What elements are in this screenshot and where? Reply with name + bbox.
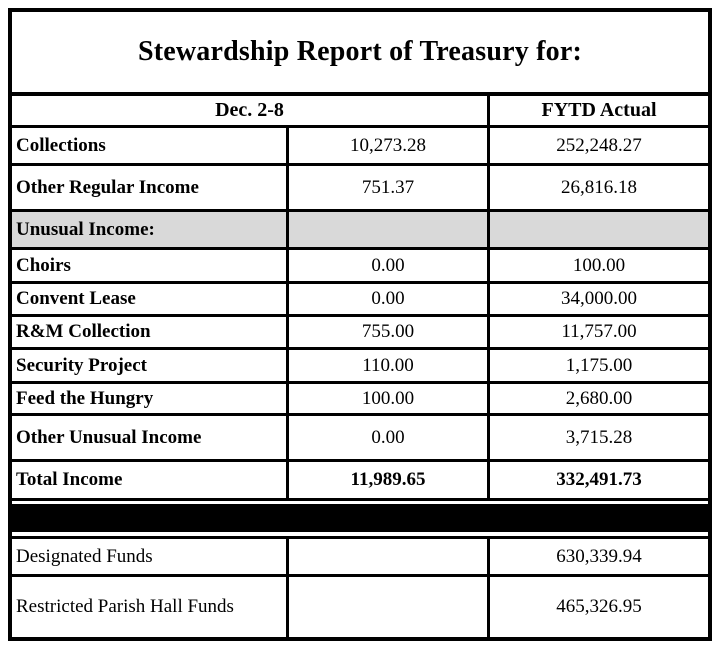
- week-value: 110.00: [286, 350, 487, 381]
- page-title: Stewardship Report of Treasury for:: [137, 36, 583, 67]
- row-label: Convent Lease: [16, 288, 136, 309]
- table-row-other-unusual-income: Other Unusual Income 0.00 3,715.28: [12, 416, 708, 462]
- table-row-collections: Collections 10,273.28 252,248.27: [12, 128, 708, 166]
- fytd-value: 332,491.73: [487, 462, 708, 498]
- week-value: 0.00: [286, 416, 487, 459]
- table-row-restricted-parish-hall-funds: Restricted Parish Hall Funds 465,326.95: [12, 577, 708, 637]
- fytd-value: 1,175.00: [487, 350, 708, 381]
- week-value: 10,273.28: [286, 128, 487, 163]
- row-label: Feed the Hungry: [16, 387, 154, 409]
- column-header-period: Dec. 2-8: [215, 99, 284, 121]
- week-value: 751.37: [286, 166, 487, 209]
- section-label: Unusual Income:: [16, 218, 155, 240]
- week-value: 755.00: [286, 317, 487, 347]
- fytd-value: 630,339.94: [487, 539, 708, 574]
- table-row-feed-the-hungry: Feed the Hungry 100.00 2,680.00: [12, 384, 708, 416]
- row-label: R&M Collection: [16, 321, 151, 342]
- fytd-value: 100.00: [487, 250, 708, 281]
- week-value: 100.00: [286, 384, 487, 413]
- week-value: 0.00: [286, 250, 487, 281]
- column-header-fytd: FYTD Actual: [487, 96, 708, 125]
- row-label: Collections: [16, 134, 106, 156]
- week-value: [286, 539, 487, 574]
- row-label: Total Income: [16, 469, 123, 490]
- fytd-value: [487, 212, 708, 247]
- fytd-value: 3,715.28: [487, 416, 708, 459]
- table-row-rm-collection: R&M Collection 755.00 11,757.00: [12, 317, 708, 350]
- table-row-other-regular-income: Other Regular Income 751.37 26,816.18: [12, 166, 708, 212]
- stewardship-report-table: Stewardship Report of Treasury for: Dec.…: [8, 8, 712, 641]
- row-label: Security Project: [16, 354, 148, 376]
- fytd-value: 11,757.00: [487, 317, 708, 347]
- fytd-value: 2,680.00: [487, 384, 708, 413]
- table-header-row: Dec. 2-8 FYTD Actual: [12, 96, 708, 128]
- table-section-row-unusual-income: Unusual Income:: [12, 212, 708, 250]
- week-value: [286, 212, 487, 247]
- row-label: Other Unusual Income: [16, 426, 202, 448]
- table-row-designated-funds: Designated Funds 630,339.94: [12, 536, 708, 577]
- title-row: Stewardship Report of Treasury for:: [12, 12, 708, 96]
- table-row-security-project: Security Project 110.00 1,175.00: [12, 350, 708, 384]
- fytd-value: 252,248.27: [487, 128, 708, 163]
- table-row-total-income: Total Income 11,989.65 332,491.73: [12, 462, 708, 501]
- section-separator-bar: [12, 504, 708, 532]
- table-row-choirs: Choirs 0.00 100.00: [12, 250, 708, 284]
- fytd-value: 34,000.00: [487, 284, 708, 314]
- week-value: 0.00: [286, 284, 487, 314]
- table-row-convent-lease: Convent Lease 0.00 34,000.00: [12, 284, 708, 317]
- week-value: 11,989.65: [286, 462, 487, 498]
- fytd-value: 26,816.18: [487, 166, 708, 209]
- fytd-value: 465,326.95: [487, 577, 708, 637]
- row-label: Designated Funds: [16, 545, 153, 567]
- row-label: Restricted Parish Hall Funds: [16, 596, 234, 617]
- row-label: Other Regular Income: [16, 176, 199, 198]
- row-label: Choirs: [16, 254, 71, 276]
- week-value: [286, 577, 487, 637]
